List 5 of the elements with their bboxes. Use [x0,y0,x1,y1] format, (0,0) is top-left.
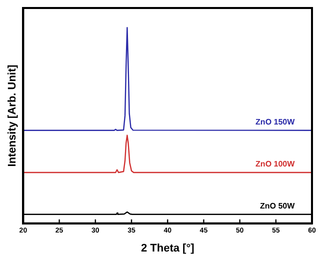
y-axis-title: Intensity [Arb. Unit] [6,64,19,167]
series-label: ZnO 150W [256,118,296,127]
x-axis-title: 2 Theta [°] [140,242,195,254]
series-label: ZnO 50W [260,202,296,211]
series-label: ZnO 100W [256,160,296,169]
